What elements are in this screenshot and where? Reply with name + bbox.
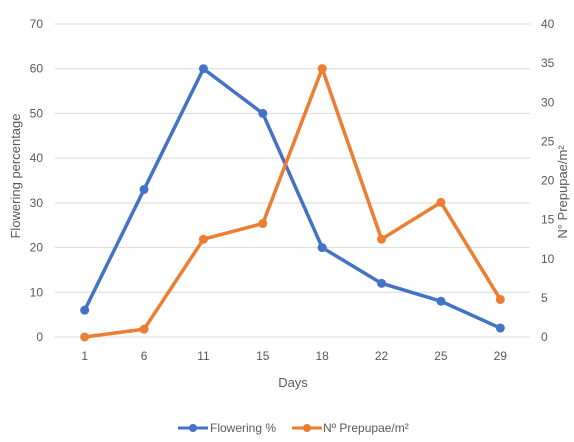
series-0-point	[495, 323, 505, 333]
x-tick-label: 6	[141, 349, 148, 363]
right-tick-label: 15	[541, 213, 555, 227]
series-0-point	[317, 243, 327, 253]
left-tick-label: 70	[30, 17, 44, 31]
right-tick-label: 35	[541, 56, 555, 70]
series-lines	[82, 66, 503, 339]
series-0-point	[198, 64, 208, 74]
right-tick-label: 30	[541, 95, 555, 109]
gridlines	[55, 23, 530, 338]
series-0-point	[377, 278, 387, 288]
legend-label: Nº Prepupae/m²	[323, 421, 409, 435]
right-tick-label: 40	[541, 17, 555, 31]
series-0-point	[258, 108, 268, 118]
x-axis-title: Days	[278, 375, 308, 390]
x-tick-label: 18	[316, 349, 330, 363]
x-tick-label: 25	[434, 349, 448, 363]
x-tick-label: 15	[256, 349, 270, 363]
x-tick-label: 29	[494, 349, 508, 363]
left-tick-label: 30	[30, 196, 44, 210]
series-points	[80, 64, 505, 342]
left-tick-label: 40	[30, 151, 44, 165]
left-axis-ticks: 0 10 20 30 40 50 60 70	[30, 17, 44, 344]
right-tick-label: 5	[541, 291, 548, 305]
y2-axis-title: N° Prepupae/m²	[555, 145, 570, 239]
left-tick-label: 20	[30, 241, 44, 255]
series-0-point	[80, 305, 90, 315]
right-axis-ticks: 0 5 10 15 20 25 30 35 40	[541, 17, 555, 344]
left-tick-label: 10	[30, 285, 44, 299]
legend: Flowering % Nº Prepupae/m²	[178, 421, 409, 435]
y-axis-title: Flowering percentage	[8, 113, 23, 238]
x-tick-label: 1	[81, 349, 88, 363]
series-1-point	[377, 234, 387, 244]
series-0-point	[436, 296, 446, 306]
left-tick-label: 50	[30, 106, 44, 120]
right-tick-label: 25	[541, 134, 555, 148]
right-tick-label: 20	[541, 174, 555, 188]
right-tick-label: 10	[541, 252, 555, 266]
x-axis-ticks: 1 6 11 15 18 22 25 29	[81, 349, 507, 363]
left-tick-label: 60	[30, 62, 44, 76]
legend-swatch-marker	[303, 424, 311, 432]
left-tick-label: 0	[36, 330, 43, 344]
series-1-point	[436, 197, 446, 207]
x-tick-label: 11	[197, 349, 210, 363]
series-1-point	[495, 294, 505, 304]
series-1-point	[258, 219, 268, 229]
series-line-1	[82, 66, 503, 339]
series-1-point	[80, 332, 90, 342]
series-1-point	[198, 234, 208, 244]
legend-label: Flowering %	[210, 421, 276, 435]
legend-swatch-marker	[189, 424, 197, 432]
series-1-point	[139, 324, 149, 334]
series-1-point	[317, 64, 327, 74]
x-tick-label: 22	[375, 349, 389, 363]
right-tick-label: 0	[541, 330, 548, 344]
series-0-point	[139, 184, 149, 194]
series-line-0	[82, 66, 503, 330]
